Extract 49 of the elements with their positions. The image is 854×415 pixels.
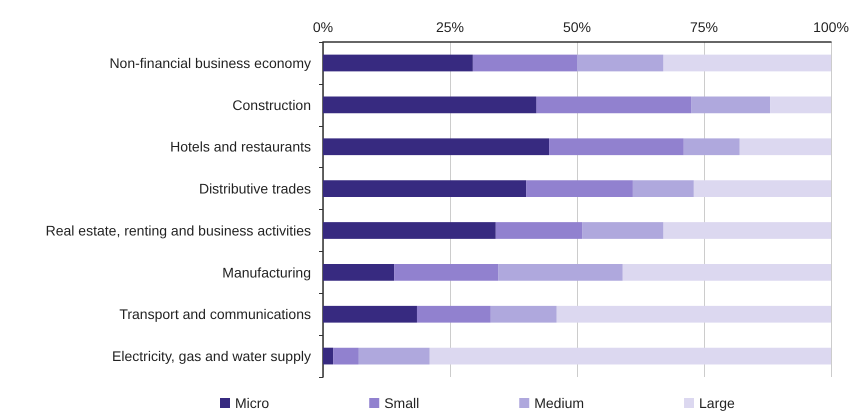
bar: [323, 180, 526, 197]
bar: [430, 348, 831, 364]
x-tick-label: 50%: [562, 19, 592, 35]
bar: [663, 54, 831, 72]
bar: [333, 348, 359, 364]
bar: [323, 222, 496, 239]
bar: [691, 96, 770, 114]
bar: [549, 138, 684, 156]
bar: [323, 138, 550, 156]
bar: [582, 222, 664, 239]
bar: [323, 96, 536, 114]
y-tick-label: Hotels and restaurants: [170, 138, 311, 155]
bar: [684, 138, 740, 156]
bar: [622, 264, 831, 281]
bar: [694, 180, 831, 197]
bar: [632, 180, 694, 197]
bar: [490, 306, 557, 323]
y-tick-label: Manufacturing: [222, 264, 311, 280]
bar: [323, 54, 473, 72]
bar: [577, 54, 664, 72]
x-tick-label: 25%: [436, 19, 464, 35]
bar: [498, 264, 623, 281]
bar: [526, 180, 633, 197]
legend-label: Small: [384, 395, 420, 411]
bar: [323, 264, 394, 281]
y-tick-label: Real estate, renting and business activities: [46, 222, 311, 238]
x-tick-label: 0%: [312, 19, 334, 35]
bar: [472, 54, 577, 72]
bar: [770, 96, 831, 114]
y-tick-label: Non-financial business economy: [109, 54, 311, 71]
bar: [536, 96, 692, 114]
y-tick-label: Distributive trades: [198, 180, 311, 197]
bar: [323, 306, 417, 323]
y-tick-label: Electricity, gas and water supply: [112, 348, 311, 364]
bar: [394, 264, 498, 281]
legend-label: Medium: [534, 395, 584, 411]
bar: [496, 222, 582, 239]
y-tick-label: Construction: [232, 96, 311, 113]
y-tick-label: Transport and communications: [119, 306, 311, 322]
legend-label: Micro: [235, 395, 270, 411]
x-tick-label: 75%: [690, 19, 718, 35]
x-tick-label: 100%: [813, 19, 849, 35]
legend-label: Large: [699, 395, 736, 411]
bar: [358, 348, 430, 364]
bar: [323, 348, 334, 364]
bar: [663, 222, 831, 239]
bar: [556, 306, 831, 323]
bar: [416, 306, 491, 323]
bar: [740, 138, 831, 156]
